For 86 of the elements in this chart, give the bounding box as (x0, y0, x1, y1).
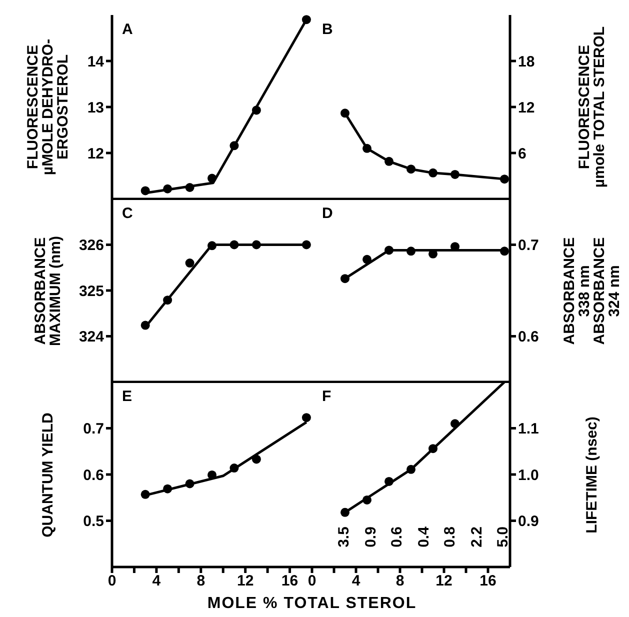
y-axis-title: QUANTUM YIELD (40, 411, 56, 539)
point (362, 254, 372, 264)
point (185, 183, 194, 192)
chart-title: B (322, 21, 333, 38)
point (406, 246, 416, 256)
point (163, 184, 172, 194)
point (208, 241, 216, 250)
y2-tick-label: 0.7 (518, 237, 539, 254)
y2-tick-label: 0.6 (518, 328, 539, 346)
y2-tick-label: 12 (518, 99, 535, 116)
x-tick-label: 12 (436, 572, 452, 590)
point (384, 156, 394, 166)
point (362, 495, 372, 504)
x-tick-label: 12 (236, 572, 254, 590)
point (362, 144, 372, 153)
annotation: 0.6 (388, 526, 406, 548)
point (140, 490, 150, 499)
y2-tick-label: 0.9 (518, 513, 539, 530)
x-tick-label: 8 (396, 572, 404, 590)
point (185, 479, 194, 488)
point (302, 413, 311, 422)
chart-title: F (322, 388, 332, 405)
point (302, 15, 311, 24)
point (302, 240, 311, 250)
y-tick-label: 325 (78, 282, 104, 300)
y2-tick-label: 18 (518, 53, 535, 70)
point (163, 484, 172, 494)
y2-axis-title: LIFETIME (nsec) (584, 415, 600, 535)
y-tick-label: 0.5 (83, 513, 104, 530)
point (140, 186, 150, 196)
point (340, 508, 350, 517)
point (340, 274, 350, 284)
annotation: 3.5 (336, 526, 352, 548)
annotation: 0.8 (442, 526, 458, 548)
point (230, 141, 239, 150)
y2-tick-label: 1.1 (518, 420, 539, 438)
point (406, 164, 416, 174)
annotation: 0.9 (362, 526, 379, 548)
point (384, 476, 394, 486)
point (450, 419, 460, 428)
point (163, 296, 172, 305)
y-tick-label: 324 (78, 328, 105, 346)
point (208, 470, 216, 480)
y2-tick-label: 1.0 (518, 466, 539, 484)
y2-axis-title: FLUORESCENCE µmole TOTAL STEROL (576, 25, 608, 190)
y-tick-label: 13 (87, 99, 104, 116)
x-tick-label: 0 (108, 572, 116, 590)
y-tick-label: 0.6 (83, 466, 104, 484)
point (185, 258, 194, 268)
chart-title: D (322, 205, 333, 222)
point (252, 454, 261, 464)
x-tick-label: 4 (352, 572, 361, 590)
point (230, 240, 239, 250)
point (450, 170, 460, 179)
y-tick-label: 326 (78, 237, 104, 254)
y2-tick-label: 6 (518, 145, 526, 162)
point (252, 240, 261, 250)
point (340, 108, 350, 118)
x-tick-label: 16 (281, 572, 298, 590)
point (208, 174, 216, 183)
point (140, 320, 150, 330)
y-tick-label: 14 (87, 53, 105, 70)
point (230, 464, 239, 473)
x-axis-title: MOLE % TOTAL STEROL (206, 595, 418, 613)
y-tick-label: 0.7 (83, 420, 104, 438)
x-tick-label: 16 (480, 572, 496, 590)
chart-title: C (122, 205, 133, 222)
point (500, 246, 509, 256)
point (252, 106, 261, 115)
x-tick-label: 8 (196, 572, 206, 590)
point (406, 464, 416, 474)
y2-axis-title: ABSORBANCE 338 nm ABSORBANCE 324 nm (561, 236, 623, 346)
y-axis-title: ABSORBANCE MAXIMUM (nm) (32, 234, 64, 348)
x-tick-label: 4 (152, 572, 162, 590)
point (428, 168, 438, 178)
annotation: 5.0 (494, 526, 512, 548)
y-axis-title: FLUORESCENCE µMOLE DEHYDRO- ERGOSTEROL (24, 38, 72, 178)
chart-title: A (122, 21, 133, 38)
annotation: 2.2 (468, 526, 485, 548)
point (384, 246, 394, 255)
point (500, 174, 509, 184)
annotation: 0.4 (415, 526, 432, 548)
y-tick-label: 12 (87, 145, 104, 162)
x-tick-label: 0 (308, 572, 316, 590)
chart-title: E (122, 388, 132, 405)
point (428, 444, 438, 454)
